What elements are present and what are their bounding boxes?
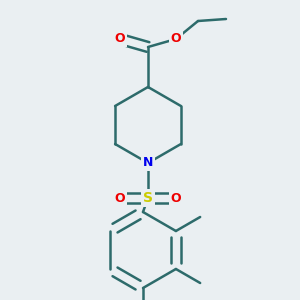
Text: O: O <box>115 32 125 46</box>
Text: S: S <box>143 191 153 205</box>
Text: O: O <box>171 32 181 46</box>
Text: O: O <box>115 191 125 205</box>
Text: O: O <box>171 191 181 205</box>
Text: N: N <box>143 157 153 169</box>
